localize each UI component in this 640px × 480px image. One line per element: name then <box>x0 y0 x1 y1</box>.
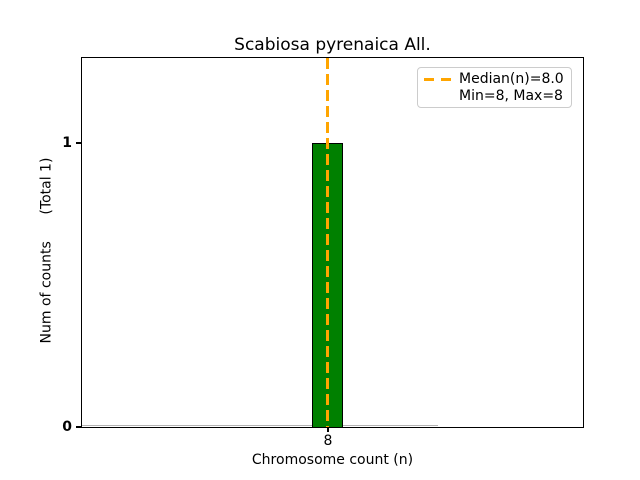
legend-row-median: Median(n)=8.0 <box>424 71 564 88</box>
legend: Median(n)=8.0 Min=8, Max=8 <box>417 67 572 108</box>
legend-row-minmax: Min=8, Max=8 <box>424 88 564 105</box>
zero-height-bars-edge-line <box>82 425 438 426</box>
x-axis-label: Chromosome count (n) <box>251 452 414 468</box>
orange-dashed-line-icon <box>424 78 451 81</box>
x-tick-label-8: 8 <box>323 433 333 449</box>
legend-empty-handle <box>424 95 451 98</box>
y-tick-mark-1 <box>76 142 81 144</box>
y-tick-mark-0 <box>76 426 81 428</box>
y-tick-label-1: 1 <box>62 135 72 151</box>
legend-label-minmax: Min=8, Max=8 <box>459 88 563 104</box>
x-tick-mark-8 <box>327 428 329 432</box>
plot-area: Median(n)=8.0 Min=8, Max=8 <box>81 57 584 428</box>
legend-label-median: Median(n)=8.0 <box>459 71 564 87</box>
y-axis-label: Num of counts (Total 1) <box>38 157 55 344</box>
chart-title: Scabiosa pyrenaica All. <box>234 35 431 55</box>
median-dashed-line <box>326 58 329 427</box>
y-tick-label-0: 0 <box>62 419 72 435</box>
